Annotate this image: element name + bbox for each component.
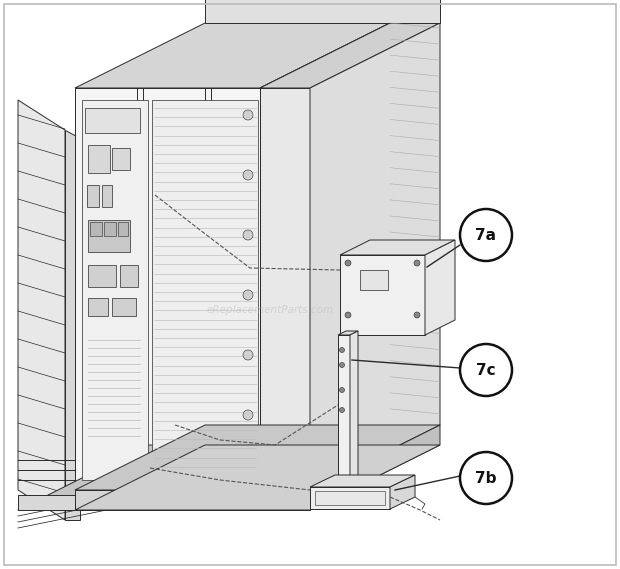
Polygon shape [310, 425, 440, 510]
Polygon shape [425, 240, 455, 335]
Bar [338, 335, 350, 480]
Text: 7b: 7b [476, 471, 497, 485]
Circle shape [243, 110, 253, 120]
Circle shape [345, 260, 351, 266]
Polygon shape [390, 475, 415, 509]
Bar [88, 145, 110, 173]
Circle shape [243, 410, 253, 420]
Circle shape [340, 348, 345, 353]
Circle shape [460, 209, 512, 261]
Bar [260, 88, 310, 490]
Bar [90, 222, 102, 236]
Polygon shape [310, 475, 415, 487]
Polygon shape [18, 445, 205, 510]
Circle shape [414, 312, 420, 318]
Text: 7a: 7a [476, 228, 497, 242]
Bar [360, 270, 388, 290]
Polygon shape [260, 23, 440, 88]
Circle shape [460, 344, 512, 396]
Bar [315, 491, 385, 505]
Polygon shape [205, 0, 440, 23]
Bar [112, 298, 136, 316]
Bar [112, 148, 130, 170]
Bar [118, 222, 128, 236]
Bar [88, 220, 130, 252]
Circle shape [243, 290, 253, 300]
Bar [82, 100, 148, 480]
Polygon shape [75, 425, 440, 490]
Polygon shape [350, 331, 358, 480]
Text: 7c: 7c [476, 362, 496, 377]
Bar [120, 265, 138, 287]
Circle shape [340, 407, 345, 413]
Polygon shape [310, 487, 390, 509]
Polygon shape [18, 100, 65, 520]
Circle shape [414, 260, 420, 266]
Polygon shape [75, 23, 390, 88]
Polygon shape [338, 331, 358, 335]
Circle shape [340, 362, 345, 368]
Circle shape [460, 452, 512, 504]
Bar [340, 255, 425, 335]
Text: eReplacementParts.com: eReplacementParts.com [206, 305, 334, 315]
Bar [88, 265, 116, 287]
Bar [75, 88, 260, 490]
Circle shape [340, 387, 345, 393]
Bar [87, 185, 99, 207]
Bar [88, 298, 108, 316]
Circle shape [243, 170, 253, 180]
Circle shape [243, 230, 253, 240]
Bar [152, 100, 258, 480]
Bar [104, 222, 116, 236]
Polygon shape [18, 495, 75, 510]
Polygon shape [310, 23, 440, 490]
Bar [85, 108, 140, 133]
Bar [75, 490, 310, 510]
Circle shape [345, 312, 351, 318]
Bar [102, 185, 112, 207]
Polygon shape [340, 240, 455, 255]
Circle shape [243, 350, 253, 360]
Polygon shape [65, 130, 80, 520]
Polygon shape [260, 23, 390, 490]
Polygon shape [75, 445, 440, 510]
